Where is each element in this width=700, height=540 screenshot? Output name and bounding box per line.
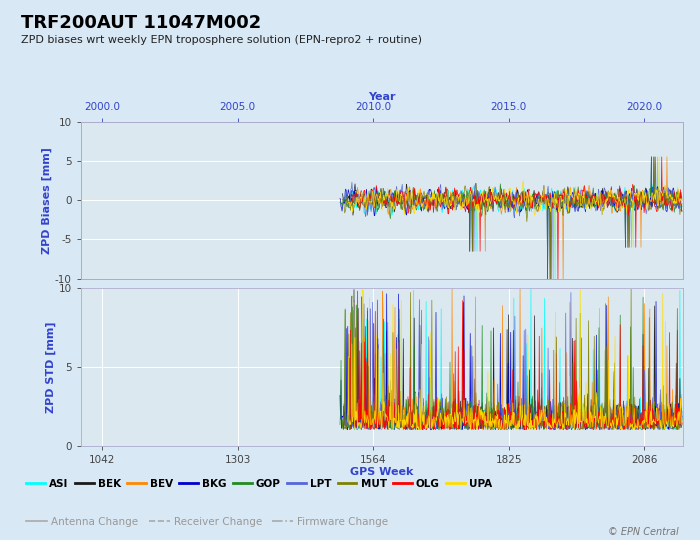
- Text: ZPD biases wrt weekly EPN troposphere solution (EPN-repro2 + routine): ZPD biases wrt weekly EPN troposphere so…: [21, 35, 422, 45]
- Text: © EPN Central: © EPN Central: [608, 527, 679, 537]
- X-axis label: GPS Week: GPS Week: [350, 467, 413, 477]
- Y-axis label: ZPD Biases [mm]: ZPD Biases [mm]: [41, 147, 52, 254]
- Legend: Antenna Change, Receiver Change, Firmware Change: Antenna Change, Receiver Change, Firmwar…: [26, 517, 388, 526]
- Text: TRF200AUT 11047M002: TRF200AUT 11047M002: [21, 14, 261, 31]
- Legend: ASI, BEK, BEV, BKG, GOP, LPT, MUT, OLG, UPA: ASI, BEK, BEV, BKG, GOP, LPT, MUT, OLG, …: [26, 479, 492, 489]
- Y-axis label: ZPD STD [mm]: ZPD STD [mm]: [46, 321, 55, 413]
- X-axis label: Year: Year: [368, 92, 395, 102]
